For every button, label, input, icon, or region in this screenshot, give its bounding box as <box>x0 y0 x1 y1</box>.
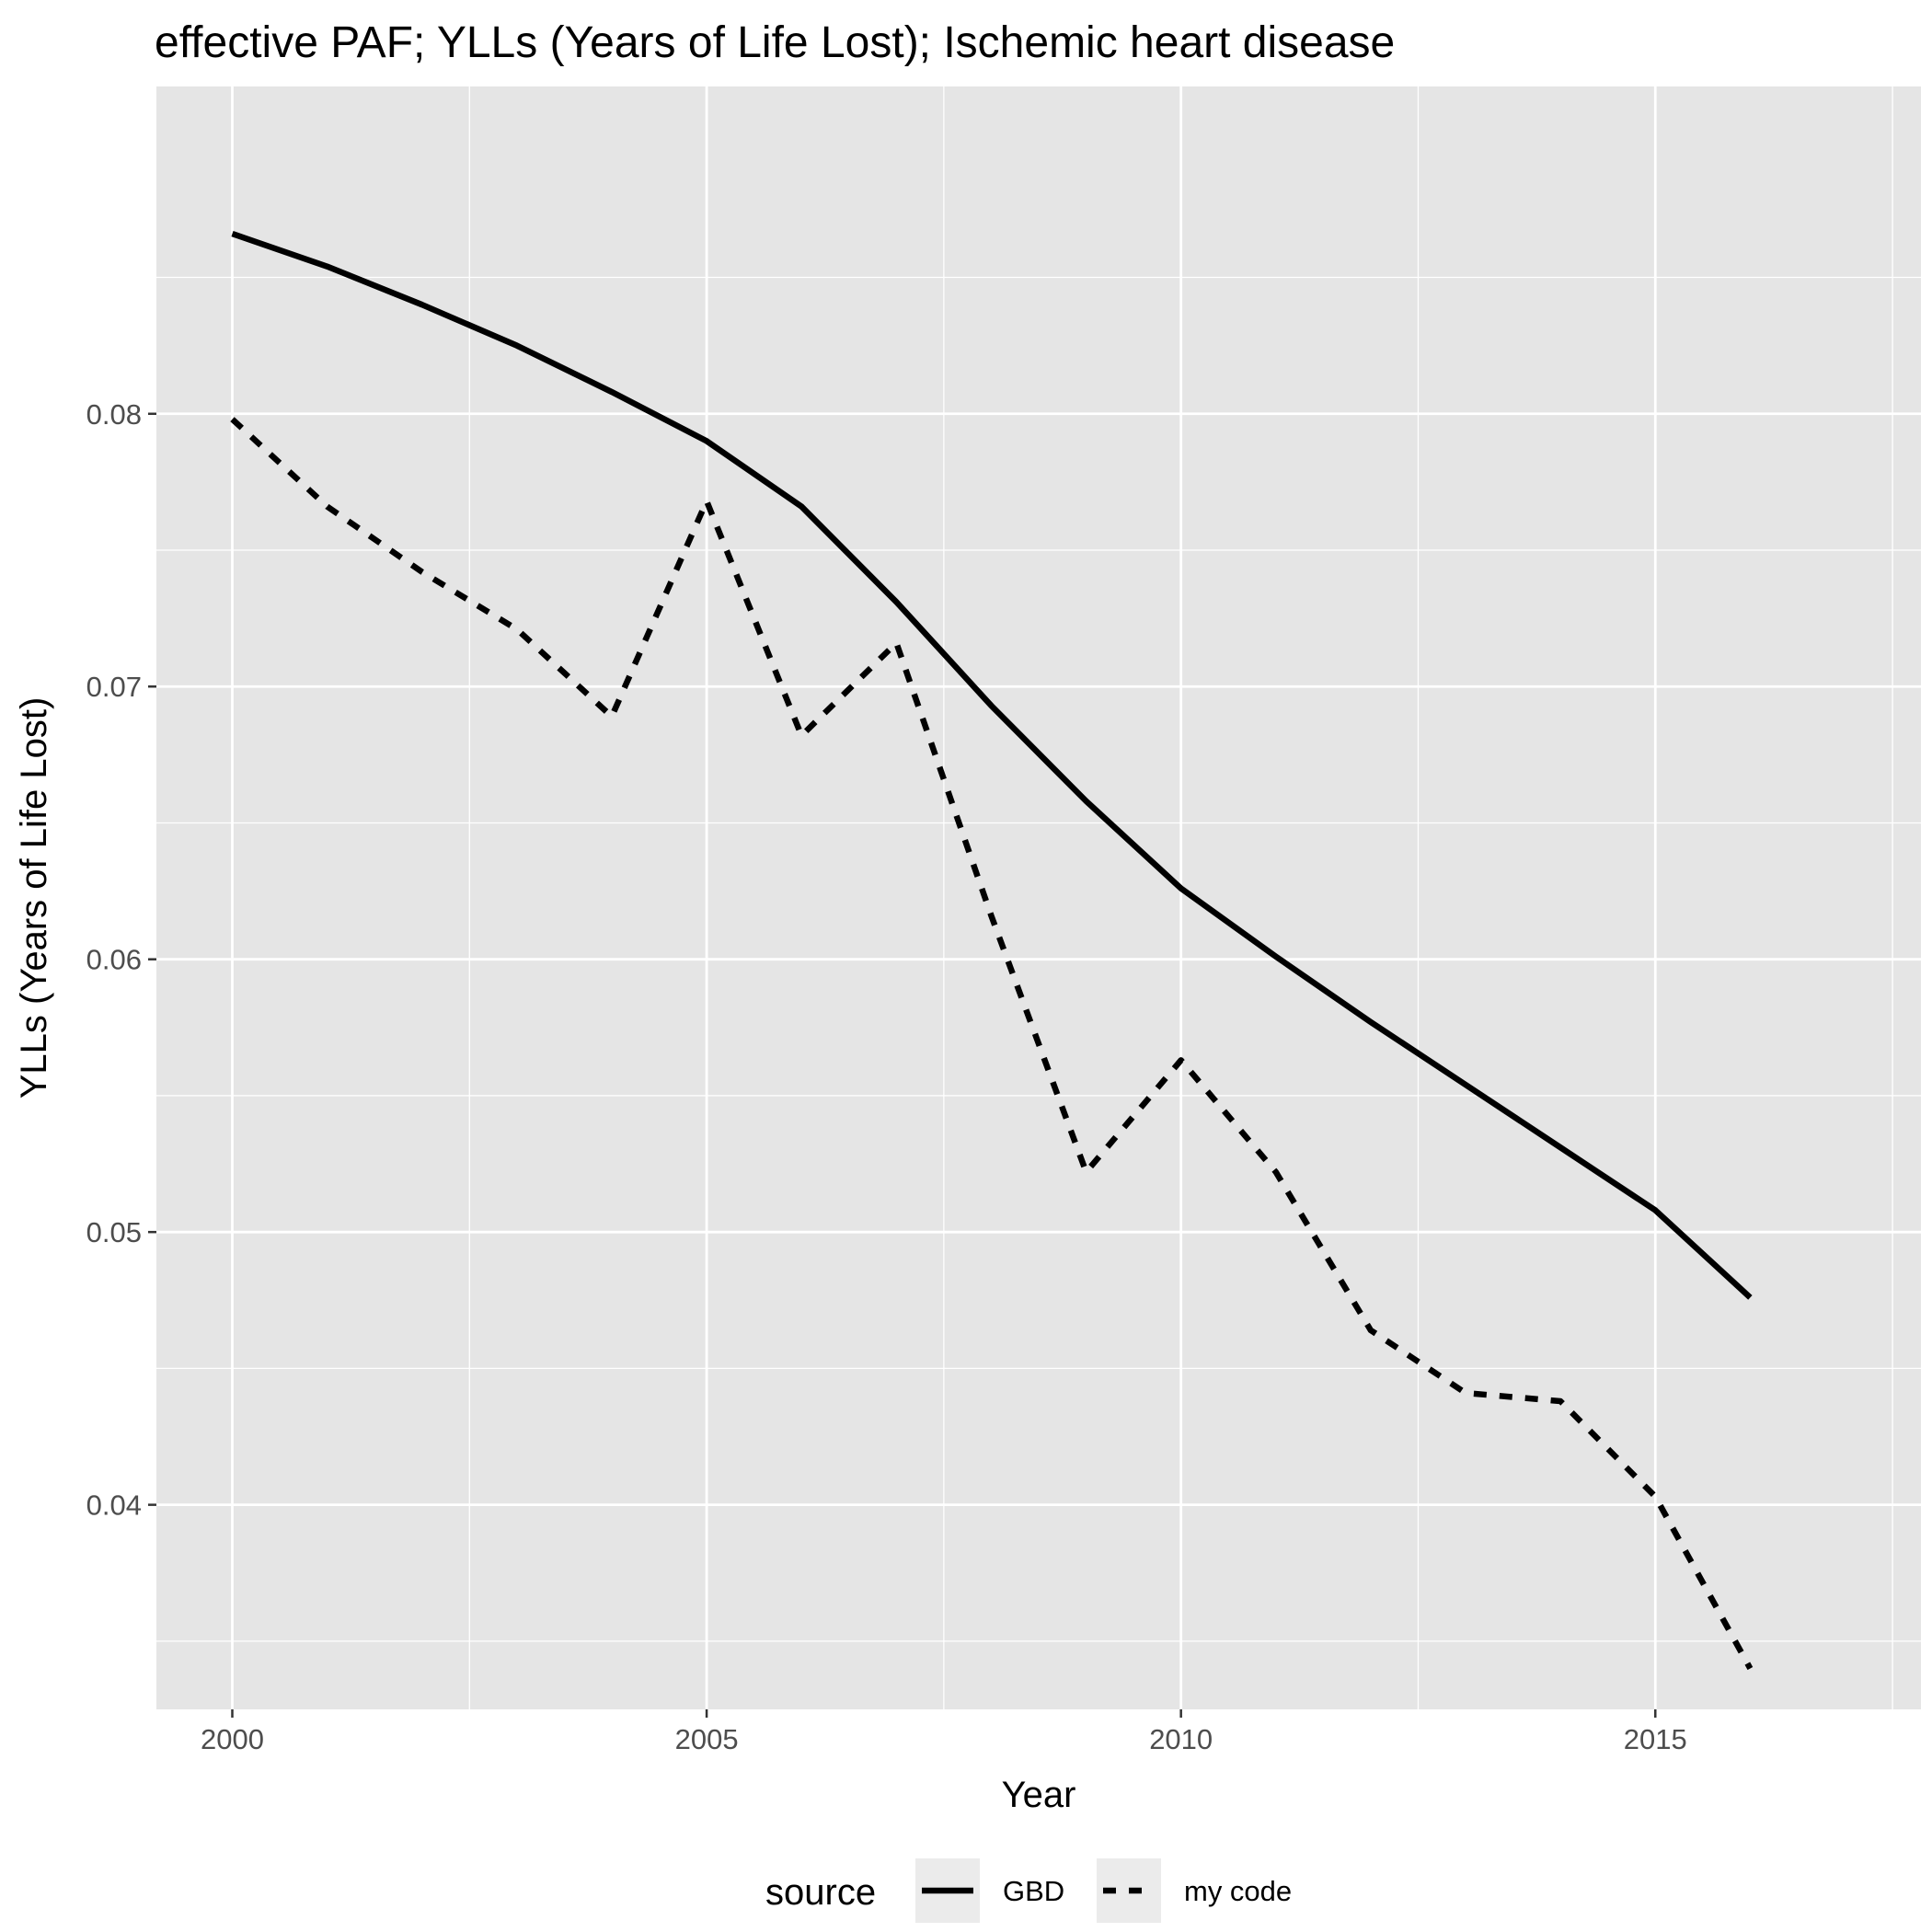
y-tick-label: 0.06 <box>86 944 142 976</box>
x-axis-title: Year <box>1002 1775 1076 1815</box>
y-axis-ticks: 0.04 0.05 0.06 0.07 0.08 <box>86 398 156 1522</box>
series-line-my-code <box>230 417 1754 1671</box>
y-tick-label: 0.05 <box>86 1216 142 1248</box>
legend-label: GBD <box>1003 1875 1064 1907</box>
plot-panel <box>156 86 1921 1709</box>
y-tick-label: 0.07 <box>86 671 142 703</box>
chart-title: effective PAF; YLLs (Years of Life Lost)… <box>155 18 1395 67</box>
x-tick-label: 2000 <box>201 1723 264 1755</box>
legend: source GBD my code <box>765 1858 1292 1923</box>
legend-title: source <box>765 1872 876 1913</box>
x-tick-label: 2010 <box>1149 1723 1213 1755</box>
y-axis-title: YLLs (Years of Life Lost) <box>14 697 54 1099</box>
y-tick-label: 0.04 <box>86 1489 142 1522</box>
y-tick-label: 0.08 <box>86 398 142 431</box>
series-lines <box>230 231 1754 1671</box>
x-tick-label: 2005 <box>675 1723 739 1755</box>
minor-gridlines <box>156 86 1921 1709</box>
legend-label: my code <box>1184 1875 1292 1907</box>
major-gridlines <box>156 86 1921 1709</box>
series-line-gbd <box>231 231 1753 1300</box>
x-axis-ticks: 2000 2005 2010 2015 <box>201 1709 1687 1755</box>
x-tick-label: 2015 <box>1624 1723 1687 1755</box>
